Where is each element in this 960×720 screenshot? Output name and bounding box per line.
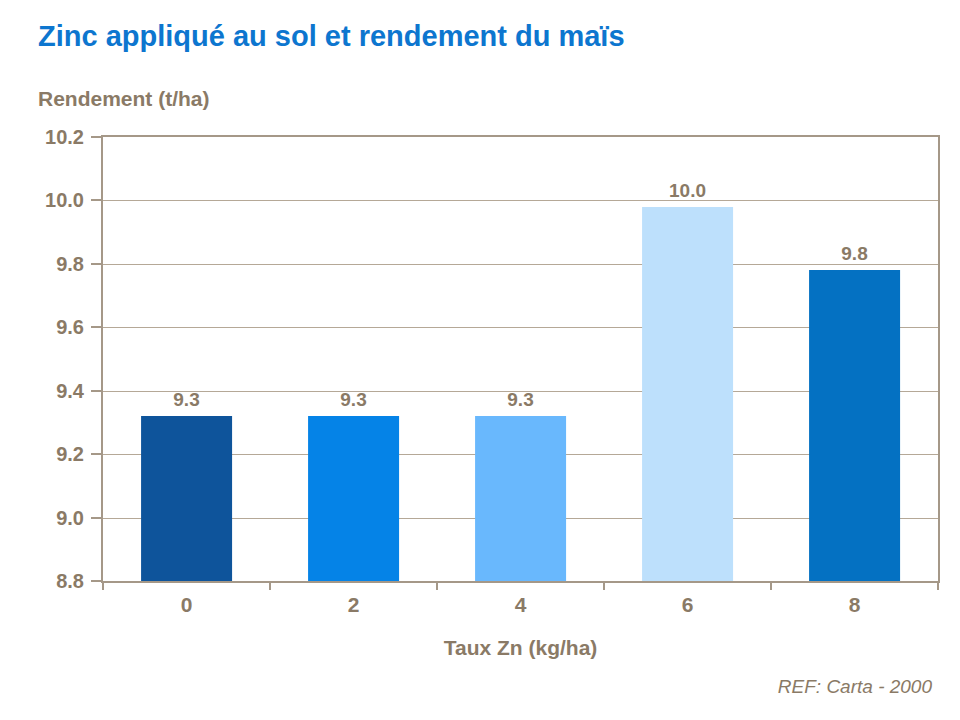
x-axis-tick-label: 2 (270, 593, 437, 617)
y-axis-tick-label: 10.2 (45, 126, 84, 149)
y-axis-tick (91, 453, 101, 455)
bar (809, 270, 901, 581)
x-axis-tick-label: 4 (437, 593, 604, 617)
x-axis-tick (269, 583, 271, 590)
y-axis-tick (91, 390, 101, 392)
x-axis-title: Taux Zn (kg/ha) (101, 636, 940, 660)
y-axis-tick-label: 9.8 (56, 252, 84, 275)
x-axis-tick-label: 8 (771, 593, 938, 617)
y-axis-tick (91, 517, 101, 519)
chart-slide: Zinc appliqué au sol et rendement du maï… (0, 0, 960, 720)
y-axis-tick-label: 9.4 (56, 379, 84, 402)
reference-note: REF: Carta - 2000 (778, 676, 932, 698)
bar (475, 416, 567, 581)
bar (308, 416, 400, 581)
y-axis-tick (91, 263, 101, 265)
y-axis-tick (91, 136, 101, 138)
y-axis-labels: 10.210.09.89.69.49.29.08.8 (0, 137, 84, 581)
y-axis-tick (91, 326, 101, 328)
x-axis-tick (937, 583, 939, 590)
y-axis-tick-label: 9.0 (56, 506, 84, 529)
x-axis-tick (102, 583, 104, 590)
y-axis-ticks (91, 137, 101, 581)
y-axis-tick (91, 199, 101, 201)
bar-value-label: 9.3 (507, 390, 533, 409)
plot-area: 9.3 9.3 9.3 10.0 9.8 (101, 135, 940, 583)
y-axis-tick-label: 9.2 (56, 443, 84, 466)
x-axis-labels: 02468 (103, 593, 938, 617)
bar-slot: 9.3 (270, 137, 437, 581)
bar-slot: 9.8 (771, 137, 938, 581)
x-axis-tick (603, 583, 605, 590)
bar-value-label: 10.0 (669, 181, 706, 200)
chart-title: Zinc appliqué au sol et rendement du maï… (38, 20, 625, 53)
bar-value-label: 9.8 (841, 244, 867, 263)
y-axis-tick-label: 10.0 (45, 189, 84, 212)
y-axis-title: Rendement (t/ha) (38, 87, 210, 111)
x-axis-ticks (103, 583, 938, 591)
y-axis-tick-label: 8.8 (56, 570, 84, 593)
x-axis-tick (770, 583, 772, 590)
y-axis-tick-label: 9.6 (56, 316, 84, 339)
bar-slot: 9.3 (103, 137, 270, 581)
bars-container: 9.3 9.3 9.3 10.0 9.8 (103, 137, 938, 581)
bar (141, 416, 233, 581)
x-axis-tick (436, 583, 438, 590)
bar-value-label: 9.3 (173, 390, 199, 409)
y-axis-tick (91, 580, 101, 582)
bar-value-label: 9.3 (340, 390, 366, 409)
x-axis-tick-label: 6 (604, 593, 771, 617)
bar-slot: 9.3 (437, 137, 604, 581)
x-axis-tick-label: 0 (103, 593, 270, 617)
bar-slot: 10.0 (604, 137, 771, 581)
bar (642, 207, 734, 581)
